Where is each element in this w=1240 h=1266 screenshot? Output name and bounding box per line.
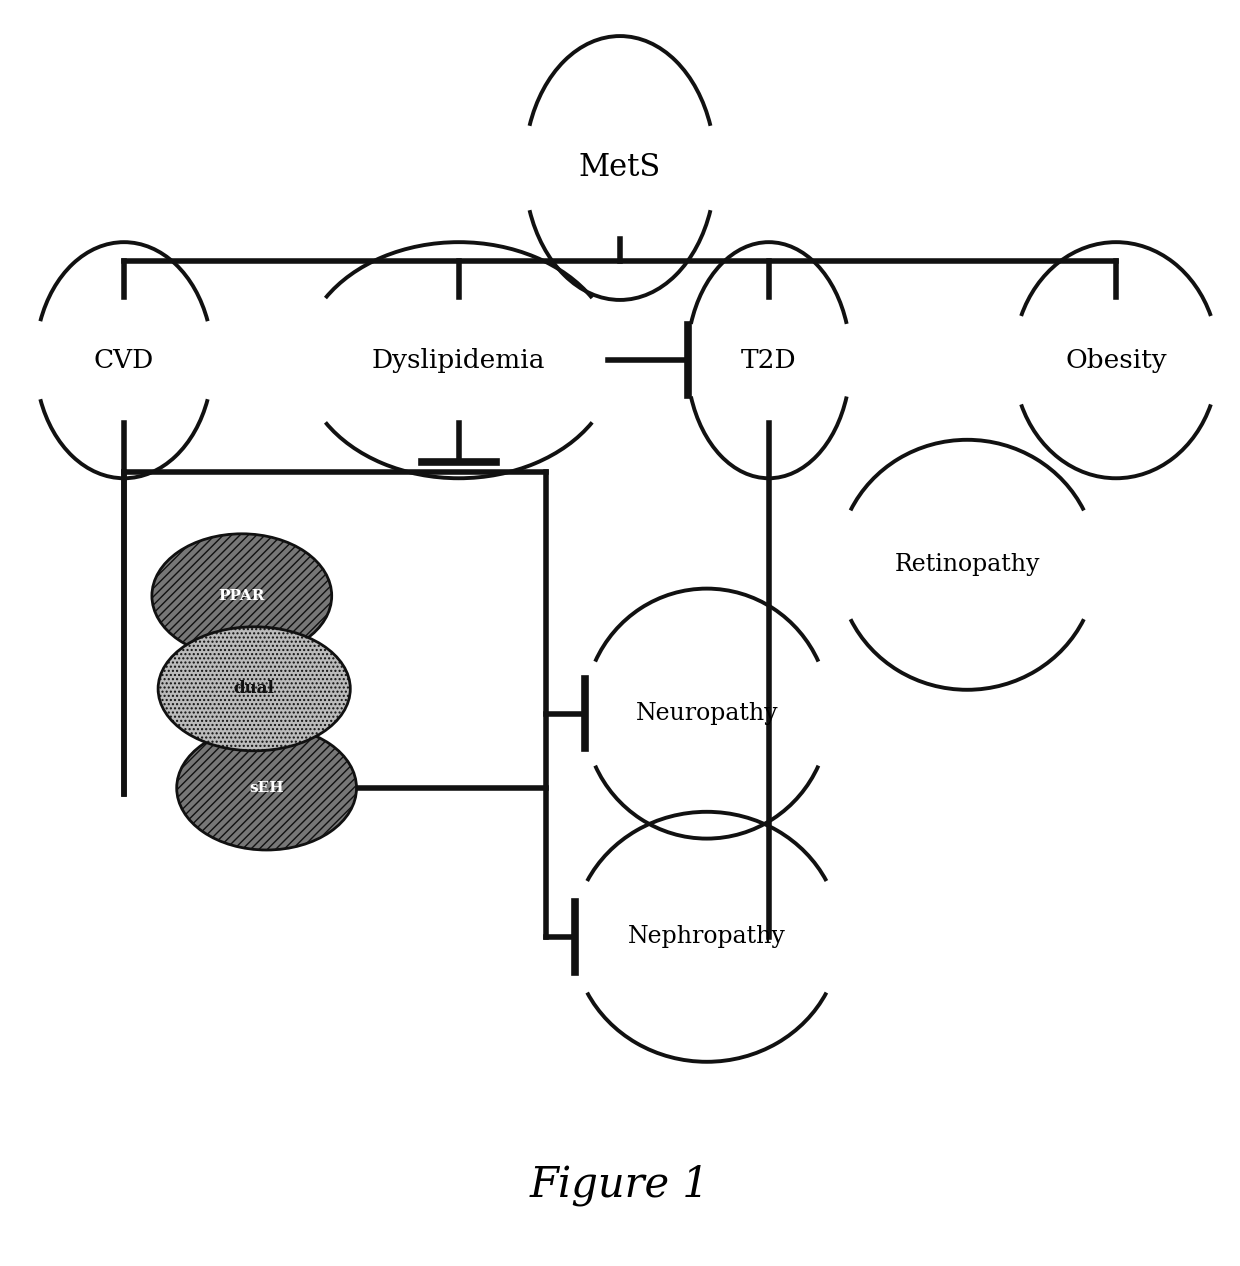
Text: MetS: MetS	[579, 152, 661, 184]
Text: sEH: sEH	[249, 781, 284, 795]
Text: PPAR: PPAR	[218, 589, 265, 603]
Text: Obesity: Obesity	[1065, 348, 1167, 372]
Text: Nephropathy: Nephropathy	[627, 925, 786, 948]
Text: dual: dual	[234, 680, 274, 698]
Ellipse shape	[153, 534, 332, 658]
Text: Figure 1: Figure 1	[529, 1163, 711, 1205]
Text: T2D: T2D	[742, 348, 796, 372]
Text: Neuropathy: Neuropathy	[635, 703, 779, 725]
Ellipse shape	[159, 627, 350, 751]
Text: CVD: CVD	[94, 348, 154, 372]
Ellipse shape	[177, 725, 357, 849]
Text: Dyslipidemia: Dyslipidemia	[372, 348, 546, 372]
Text: Retinopathy: Retinopathy	[894, 553, 1040, 576]
